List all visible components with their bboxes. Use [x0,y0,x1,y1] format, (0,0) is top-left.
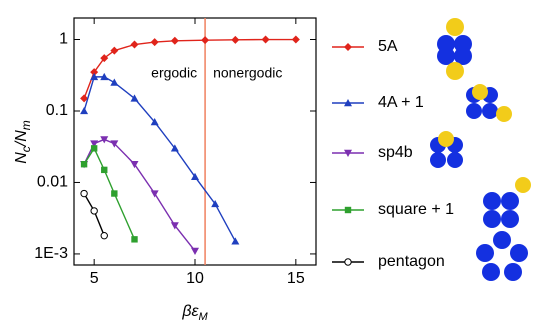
marker [191,247,199,255]
y-tick-label: 1E-3 [34,245,68,262]
annotation: ergodic [151,65,197,81]
marker [90,68,99,77]
marker [111,190,118,197]
marker [150,38,159,47]
legend-marker [344,206,352,214]
y-label-part: c [19,146,33,152]
marker [150,118,159,126]
series-line [83,146,136,240]
legend-marker [344,149,352,157]
marker [90,207,98,215]
legend-label: pentagon [378,253,445,270]
marker [100,72,109,81]
marker [231,237,240,245]
legend-label: 5A [378,38,398,55]
y-label-part: N [13,152,30,164]
y-label-part: /N [13,130,30,147]
marker [231,35,240,44]
marker [110,140,119,148]
marker [90,145,98,152]
marker [100,231,108,240]
plot-area [80,35,300,255]
x-tick-label: 10 [186,270,204,287]
series-line [83,76,236,242]
marker [101,166,108,174]
y-axis-label: Nc/Nm [13,120,33,164]
marker [291,35,300,44]
marker [170,222,179,230]
marker [150,190,159,198]
marker [130,40,139,49]
x-tick-label: 15 [287,270,305,287]
marker [170,36,179,45]
icons [430,18,531,281]
marker [80,106,89,115]
legend-label: square + 1 [378,201,454,218]
marker [110,46,119,55]
marker [130,161,139,169]
marker [191,172,199,180]
annotation: nonergodic [213,65,282,81]
marker [100,54,109,63]
marker [110,78,119,86]
marker [80,189,88,198]
y-tick-label: 0.1 [46,102,68,119]
marker [201,36,210,45]
marker [100,136,109,144]
series-line [83,138,196,252]
marker [90,72,99,81]
legend-marker [344,258,352,266]
marker [131,236,138,243]
y-tick-label: 1 [59,31,68,48]
x-label-main: βε [181,303,199,320]
series-line [83,193,105,236]
legend-marker [344,43,352,51]
y-label-part: m [19,120,33,130]
marker [90,140,99,148]
marker [170,144,179,152]
legend-label: sp4b [378,144,413,161]
y-tick-label: 0.01 [37,174,68,191]
marker [80,161,88,168]
x-label-sub: M [199,311,209,323]
x-axis-label: βεM [181,303,208,323]
marker [261,35,270,44]
legend-label: 4A + 1 [378,94,424,111]
marker [211,199,220,208]
marker [130,94,139,102]
x-tick-label: 5 [90,270,99,287]
marker [80,94,89,103]
legend-marker [344,99,352,107]
